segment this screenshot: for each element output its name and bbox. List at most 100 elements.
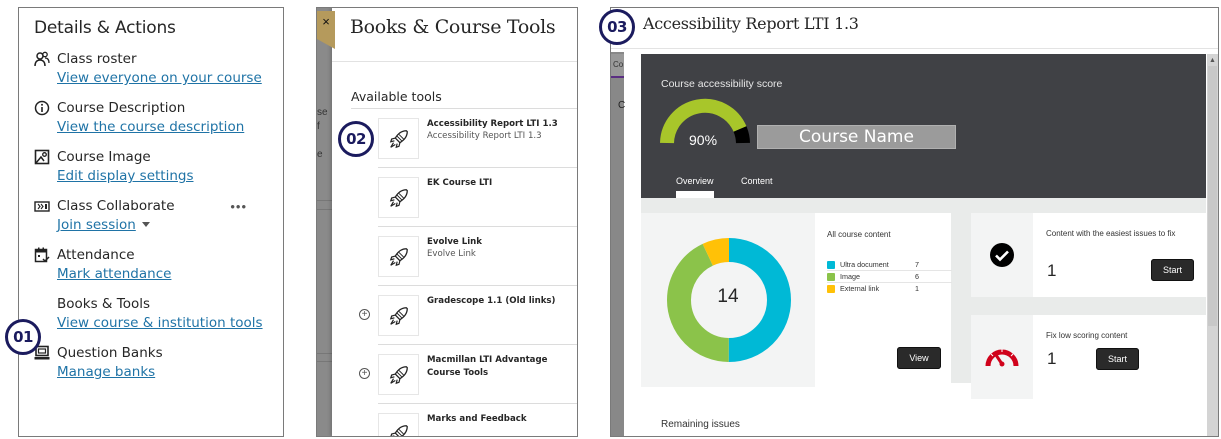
tool-item[interactable]: + Gradescope 1.1 (Old links)	[359, 286, 577, 345]
report-title: Accessibility Report LTI 1.3	[643, 14, 859, 33]
legend-label: Image	[840, 272, 860, 281]
tools-drawer: Books & Course Tools Available tools Acc…	[332, 8, 577, 436]
backdrop-divider	[317, 200, 332, 201]
tool-subtitle: Accessibility Report LTI 1.3	[427, 131, 542, 141]
legend-swatch	[827, 261, 835, 269]
start-low-score-button[interactable]: Start	[1096, 348, 1139, 370]
divider	[332, 61, 577, 62]
drawer-title: Books & Course Tools	[350, 16, 556, 38]
tool-name: Macmillan LTI Advantage Course Tools	[427, 355, 548, 378]
legend-swatch	[827, 273, 835, 281]
item-title: Class roster	[57, 51, 137, 67]
easiest-issues-card: Content with the easiest issues to fix 1…	[971, 213, 1211, 297]
speedometer-icon	[971, 315, 1033, 399]
view-roster-link[interactable]: View everyone on your course	[57, 70, 262, 86]
view-button[interactable]: View	[897, 347, 941, 369]
tool-name: Evolve Link	[427, 237, 482, 247]
legend-count: 6	[915, 272, 919, 281]
item-title: Course Description	[57, 100, 186, 116]
remaining-issues-heading: Remaining issues	[661, 419, 740, 430]
tool-item[interactable]: EK Course LTI	[378, 168, 577, 227]
rocket-icon	[378, 354, 419, 395]
item-title: Attendance	[57, 247, 135, 263]
panel-title: Details & Actions	[34, 18, 176, 38]
tool-item[interactable]: Marks and Feedback	[378, 404, 577, 436]
tab-content[interactable]: Content	[741, 176, 773, 186]
score-label: Course accessibility score	[661, 78, 783, 90]
content-donut-card: 14	[641, 213, 815, 387]
tool-name: Accessibility Report LTI 1.3	[427, 119, 558, 129]
details-actions-panel: Details & Actions Class roster View ever…	[18, 7, 284, 437]
score-percent: 90%	[689, 132, 718, 148]
mark-attendance-link[interactable]: Mark attendance	[57, 266, 172, 282]
view-description-link[interactable]: View the course description	[57, 119, 245, 135]
expand-plus-icon[interactable]: +	[359, 309, 370, 320]
view-tools-link[interactable]: View course & institution tools	[57, 315, 263, 331]
more-options-button[interactable]: •••	[230, 199, 247, 214]
background-tab: Co	[611, 54, 624, 78]
question-banks-icon	[34, 345, 50, 360]
close-button-fold	[317, 39, 335, 49]
section-heading: Available tools	[351, 89, 442, 104]
backdrop-page: se f e	[317, 8, 332, 436]
scrollbar-thumb[interactable]	[1208, 66, 1217, 326]
item-books-tools: Books & Tools View course & institution …	[34, 295, 283, 333]
rocket-icon	[378, 295, 419, 336]
card-title: Content with the easiest issues to fix	[1046, 229, 1176, 238]
legend-count: 7	[915, 260, 919, 269]
legend-row: Ultra document 7	[827, 259, 952, 271]
start-easiest-button[interactable]: Start	[1151, 259, 1194, 281]
scroll-up-icon[interactable]: ▲	[1209, 57, 1216, 64]
edit-display-link[interactable]: Edit display settings	[57, 168, 194, 184]
books-course-tools-panel: se f e Books & Course Tools Available to…	[316, 7, 578, 437]
issue-count: 1	[1047, 349, 1057, 368]
tool-item[interactable]: + Macmillan LTI Advantage Course Tools	[359, 345, 577, 404]
card-title: Fix low scoring content	[1046, 331, 1128, 340]
tool-item[interactable]: Accessibility Report LTI 1.3 Accessibili…	[378, 109, 577, 168]
donut-total: 14	[717, 286, 739, 307]
course-image-icon	[34, 149, 50, 165]
legend-row: Image 6	[827, 271, 952, 283]
item-class-collaborate: Class Collaborate ••• Join session	[34, 197, 283, 235]
item-class-roster: Class roster View everyone on your cours…	[34, 50, 283, 88]
tool-subtitle: Evolve Link	[427, 249, 476, 259]
backdrop-divider	[317, 353, 332, 354]
item-course-image: Course Image Edit display settings	[34, 148, 283, 186]
books-tools-icon	[34, 296, 50, 312]
backdrop-divider	[317, 209, 332, 210]
close-button[interactable]: ×	[317, 11, 335, 39]
course-name: Course Name	[757, 125, 956, 149]
item-title: Question Banks	[57, 345, 163, 361]
rocket-icon	[378, 413, 419, 436]
attendance-icon	[34, 247, 50, 263]
legend-swatch	[827, 285, 835, 293]
item-attendance: Attendance Mark attendance	[34, 246, 283, 284]
legend-label: Ultra document	[840, 260, 889, 269]
join-session-link[interactable]: Join session	[57, 217, 136, 233]
tool-name: EK Course LTI	[427, 178, 493, 188]
issue-count: 1	[1047, 261, 1057, 280]
tool-item[interactable]: Evolve Link Evolve Link	[378, 227, 577, 286]
tool-name: Marks and Feedback	[427, 414, 527, 424]
expand-plus-icon[interactable]: +	[359, 368, 370, 379]
manage-banks-link[interactable]: Manage banks	[57, 364, 156, 380]
checkmark-circle-icon	[971, 213, 1033, 297]
divider	[611, 48, 1218, 49]
background-text: C	[618, 100, 626, 111]
scrollbar[interactable]: ▲	[1207, 54, 1218, 436]
item-question-banks: Question Banks Manage banks	[34, 344, 283, 382]
item-title: Course Image	[57, 149, 151, 165]
item-course-description: Course Description View the course descr…	[34, 99, 283, 137]
content-legend: Ultra document 7 Image 6 External link 1	[827, 259, 952, 294]
tab-overview[interactable]: Overview	[676, 176, 714, 198]
legend-row: External link 1	[827, 283, 952, 294]
low-score-card: Fix low scoring content 1 Start	[971, 315, 1211, 399]
rocket-icon	[378, 236, 419, 277]
overview-body: 14 All course content Ultra document 7 I…	[641, 198, 1211, 399]
chevron-down-icon[interactable]	[141, 222, 150, 228]
item-title: Class Collaborate	[57, 198, 175, 214]
card-title: All course content	[827, 230, 891, 239]
step-badge-03: 03	[599, 9, 635, 45]
score-gauge	[660, 98, 750, 144]
